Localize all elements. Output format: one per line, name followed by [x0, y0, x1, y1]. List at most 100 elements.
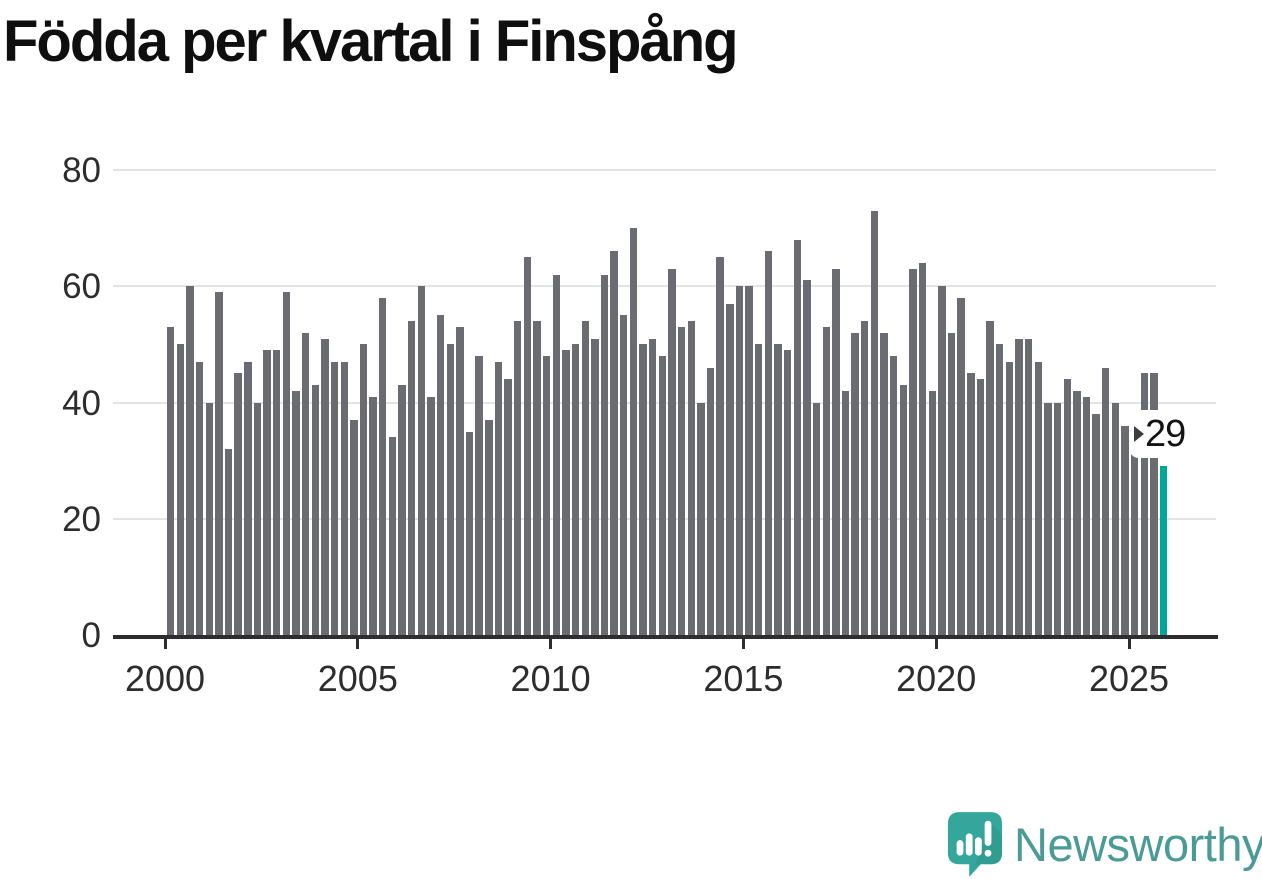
bar-2012-q4 [658, 356, 667, 635]
x-axis-line [113, 635, 1218, 639]
bar-2004-q1 [321, 338, 329, 635]
bar-2018-q2 [870, 210, 879, 635]
bar-2020-q1 [938, 286, 946, 635]
y-tick-label-60: 60 [62, 267, 101, 307]
bar-2006-q1 [398, 385, 406, 635]
bar-2001-q2 [215, 292, 223, 635]
bar-2002-q4 [273, 350, 281, 635]
x-tick-label-2005: 2005 [317, 658, 398, 699]
bar-2022-q2 [1024, 338, 1033, 635]
bar-2006-q2 [408, 321, 416, 635]
bar-2002-q2 [253, 402, 262, 635]
bar-2006-q3 [417, 286, 426, 635]
bar-2018-q4 [890, 356, 898, 635]
bar-2011-q3 [610, 251, 618, 635]
bar-2005-q3 [379, 297, 387, 635]
newsworthy-branding: Newsworthy [946, 810, 1262, 878]
bar-2024-q3 [1111, 402, 1120, 635]
x-tick-label-2015: 2015 [703, 658, 784, 699]
x-tick-2010 [549, 639, 553, 649]
bar-2005-q2 [369, 396, 377, 635]
bar-2011-q2 [600, 274, 609, 635]
bar-2018-q1 [861, 321, 869, 635]
annotation-value: 29 [1145, 413, 1186, 455]
bar-2000-q2 [176, 344, 185, 635]
bar-2007-q3 [456, 326, 464, 635]
bar-2005-q1 [359, 344, 368, 635]
bar-2013-q1 [668, 268, 676, 635]
bar-2001-q3 [224, 449, 233, 635]
bar-2001-q4 [234, 373, 242, 635]
bar-2011-q4 [620, 315, 628, 635]
bar-2025-q1 [1131, 437, 1139, 635]
bar-2019-q4 [928, 390, 936, 635]
bar-2017-q1 [822, 326, 830, 635]
bar-2015-q4 [774, 344, 782, 635]
bar-2016-q4 [812, 402, 821, 635]
bar-2021-q2 [986, 321, 994, 635]
x-tick-2005 [356, 639, 360, 649]
bar-2011-q1 [591, 338, 599, 635]
bar-2006-q4 [427, 396, 435, 635]
bar-2002-q3 [263, 350, 271, 635]
bar-2001-q1 [205, 402, 213, 635]
bar-2024-q4 [1121, 425, 1129, 635]
bar-2022-q4 [1044, 402, 1052, 635]
bar-2008-q3 [494, 361, 503, 635]
bar-2005-q4 [388, 437, 397, 635]
bar-2009-q2 [523, 257, 532, 635]
chart-title: Födda per kvartal i Finspång [3, 9, 739, 74]
gridline-y-80 [113, 169, 1216, 171]
bar-2023-q4 [1082, 396, 1091, 635]
bar-2009-q3 [533, 321, 541, 635]
bar-2002-q1 [244, 361, 252, 635]
bar-2021-q4 [1005, 361, 1014, 635]
bar-2003-q1 [282, 292, 291, 635]
bar-2007-q1 [436, 315, 445, 635]
bar-2013-q2 [677, 326, 686, 635]
bar-2017-q3 [841, 390, 850, 635]
x-tick-2020 [934, 639, 938, 649]
bar-2016-q3 [803, 280, 811, 635]
newsworthy-logo-icon [947, 812, 1003, 877]
bar-2004-q2 [330, 361, 339, 635]
bar-2007-q2 [446, 344, 454, 635]
bar-2024-q1 [1092, 414, 1100, 635]
bar-2008-q2 [485, 419, 493, 635]
bar-2014-q3 [726, 303, 734, 635]
bar-2004-q3 [340, 361, 348, 635]
bar-2010-q4 [581, 321, 589, 635]
x-tick-label-2020: 2020 [896, 658, 977, 699]
bar-2019-q2 [909, 268, 917, 635]
bar-2023-q3 [1073, 390, 1081, 635]
bar-2018-q3 [880, 332, 888, 635]
bar-2013-q3 [687, 321, 695, 635]
bar-2017-q2 [832, 268, 840, 635]
bar-2014-q2 [716, 257, 724, 635]
bar-2023-q2 [1063, 379, 1071, 635]
y-tick-label-0: 0 [81, 616, 101, 655]
bar-2000-q4 [195, 361, 204, 635]
bar-2025-q4 [1159, 466, 1168, 635]
bar-2010-q2 [562, 350, 570, 635]
bar-2023-q1 [1053, 402, 1062, 635]
bar-2021-q1 [976, 379, 985, 635]
bar-2015-q3 [764, 251, 773, 635]
bar-2000-q1 [167, 326, 175, 635]
bar-2016-q2 [793, 239, 801, 635]
bar-2013-q4 [697, 402, 705, 635]
bar-2003-q3 [301, 332, 310, 635]
bar-2008-q4 [504, 379, 512, 635]
x-tick-label-2025: 2025 [1088, 658, 1170, 699]
y-tick-label-40: 40 [62, 383, 101, 423]
bar-2008-q1 [475, 356, 483, 635]
bar-2025-q2 [1140, 373, 1149, 635]
bar-2010-q3 [571, 344, 580, 635]
gridline-y-60 [113, 285, 1216, 288]
last-value-annotation: 29 [1129, 410, 1195, 458]
bar-2015-q1 [745, 286, 753, 635]
bar-2020-q4 [967, 373, 975, 635]
bar-2012-q3 [649, 338, 657, 635]
bar-2009-q4 [542, 356, 551, 635]
